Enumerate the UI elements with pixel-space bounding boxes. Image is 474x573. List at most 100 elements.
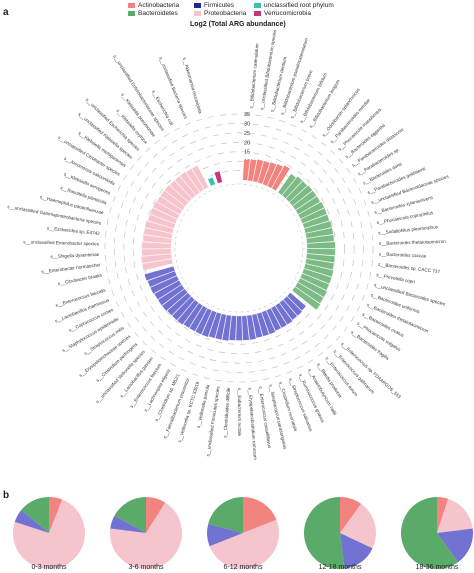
category-label: s__Citrobacter braakii xyxy=(57,273,102,287)
pie-label: 3-6 months xyxy=(128,564,164,571)
pie-slice xyxy=(21,497,49,533)
radial-bar xyxy=(286,292,307,311)
radial-bar xyxy=(195,308,213,335)
pie-slice xyxy=(437,498,473,533)
radial-bar xyxy=(141,241,172,249)
radial-bar xyxy=(207,177,216,187)
legend-label: Bacteroidetes xyxy=(138,10,178,17)
legend-swatch xyxy=(194,2,201,8)
category-label: s__Blautia producta xyxy=(316,362,343,399)
legend-swatch xyxy=(128,10,135,16)
axis-tick-label: 25 xyxy=(244,131,250,137)
grid-ring xyxy=(104,113,374,383)
category-label: s__Sodaliphilus pleomorphus xyxy=(378,224,439,235)
category-label: s__unclassified Enterobacter species xyxy=(23,239,100,246)
category-label: s__Enterobacter hormaechei xyxy=(41,262,100,274)
legend-label: Firmicutes xyxy=(204,2,234,9)
pie-slice xyxy=(209,519,279,569)
pie-slice xyxy=(110,502,182,569)
radial-bar xyxy=(228,315,237,341)
radial-bar xyxy=(214,170,223,184)
radial-bar xyxy=(147,214,176,229)
grid-ring xyxy=(132,141,346,355)
legend-label: Actinobacteria xyxy=(138,2,180,9)
radial-bar xyxy=(150,275,180,294)
pie-slice xyxy=(110,515,146,533)
pie-slice xyxy=(146,497,166,533)
legend-item-bacteroidetes: Bacteroidetes xyxy=(128,10,178,18)
pie-slice xyxy=(437,528,473,563)
radial-bar xyxy=(142,234,172,244)
radial-bar xyxy=(299,273,330,291)
radial-bar xyxy=(266,308,282,332)
panel-label-b: b xyxy=(3,490,10,501)
pie-label: 6-12 months xyxy=(224,564,263,571)
radial-bar xyxy=(305,227,334,239)
radial-bar xyxy=(261,310,276,335)
radial-bar xyxy=(189,305,208,332)
category-label: s__Veillonella parvula xyxy=(196,384,211,429)
radial-bar xyxy=(247,158,257,182)
category-label: s__unclassified Bacteroides species xyxy=(373,282,446,307)
radial-bar xyxy=(191,165,209,190)
radial-bar xyxy=(294,282,324,304)
radial-bar xyxy=(256,312,270,337)
radial-bar xyxy=(208,312,222,339)
pie-label: 12-18 months xyxy=(319,564,362,571)
radial-bar xyxy=(169,180,193,203)
radial-bar xyxy=(300,207,328,224)
pie-slice xyxy=(207,524,243,547)
radial-bar xyxy=(251,313,263,339)
pie-slice xyxy=(114,497,146,533)
panel-label-a: a xyxy=(3,7,9,18)
radial-bar xyxy=(179,171,200,196)
radial-bar xyxy=(270,305,288,329)
radial-bar xyxy=(141,248,172,257)
category-label: s__Shigella dysenteriae xyxy=(50,252,99,259)
pie-slice xyxy=(437,497,449,533)
radial-bar xyxy=(291,286,321,311)
radial-bar xyxy=(298,201,325,220)
radial-bar xyxy=(303,220,333,234)
legend-swatch xyxy=(128,2,135,8)
radial-bar xyxy=(279,299,298,321)
category-label: s__Clostridioides difficile xyxy=(222,387,231,438)
axis-tick-label: 35 xyxy=(244,112,250,118)
radial-bar xyxy=(174,175,196,199)
radial-bar xyxy=(306,234,335,244)
legend-label: Verrucomicrobia xyxy=(264,10,311,17)
grid-ring xyxy=(123,132,355,364)
radial-bar xyxy=(281,176,303,199)
pie-slice xyxy=(49,497,63,533)
pie-chart: 0-3 months xyxy=(12,497,85,571)
radial-bar xyxy=(160,190,186,211)
radial-bar xyxy=(152,201,180,220)
radial-bar xyxy=(164,184,189,207)
axis-tick-label: 15 xyxy=(244,150,250,156)
axis-tick-label: 20 xyxy=(244,140,250,146)
radial-bar xyxy=(166,292,192,316)
grid-ring xyxy=(114,123,364,373)
radial-bar xyxy=(306,241,336,249)
category-label: s__Escherichia sp. E4742 xyxy=(47,226,101,236)
radial-bar xyxy=(221,314,232,342)
radial-bar xyxy=(266,163,284,189)
chart-title: Log2 (Total ARG abundance) xyxy=(190,21,286,28)
radial-bar xyxy=(262,161,277,187)
radial-bar xyxy=(275,302,293,325)
pie-chart: 3-6 months xyxy=(110,497,182,571)
legend-item-actinobacteria: Actinobacteria xyxy=(128,2,179,10)
radial-bar xyxy=(171,296,195,321)
radial-bar xyxy=(185,168,205,193)
radial-bar xyxy=(144,220,174,234)
radial-bar xyxy=(306,253,336,263)
radial-bar xyxy=(283,296,303,317)
category-label: s__Bacteroides caccae xyxy=(379,251,427,258)
radial-bar xyxy=(303,263,334,278)
category-label: s__Clostridium sp. M62/1 xyxy=(154,373,181,422)
legend-swatch xyxy=(194,10,201,16)
category-label: s__Eubacterium rectale xyxy=(237,388,242,437)
radial-bar xyxy=(141,258,173,271)
